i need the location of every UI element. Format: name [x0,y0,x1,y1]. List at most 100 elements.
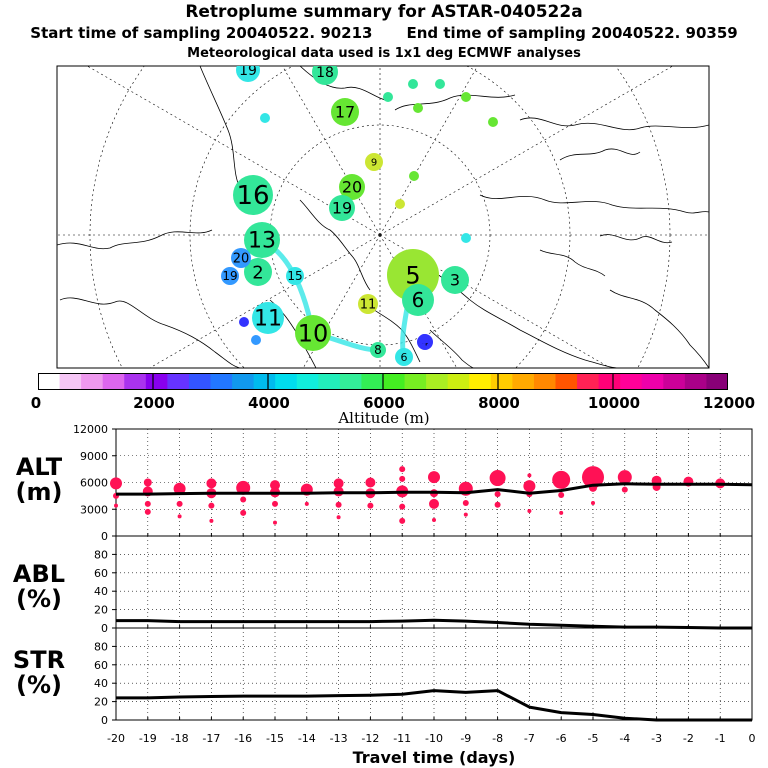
colorbar-swatch [663,373,686,390]
colorbar-swatch [318,373,341,390]
altitude-bubble [558,491,565,498]
colorbar-swatch [469,373,492,390]
x-tick-label: -12 [361,732,379,745]
plume-marker [383,92,393,102]
start-time-label: Start time of sampling 20040522. 90213 [30,24,373,42]
altitude-bubble [494,501,501,508]
y-tick-label: 0 [101,530,108,543]
colorbar-swatch [59,373,82,390]
plume-cluster-label: 11 [360,298,377,313]
altitude-bubble [367,502,374,509]
plume-cluster-dot [358,294,378,314]
colorbar-swatch [490,373,513,390]
colorbar-axis-title: Altitude (m) [338,409,430,427]
altitude-bubble [489,470,506,487]
altitude-bubble [621,486,628,493]
plume-marker [409,171,419,181]
map-coastlines [57,66,709,368]
altitude-bubble [432,517,436,522]
plume-cluster-label: 8 [374,343,382,357]
plume-cluster-dot [244,222,280,258]
plume-cluster-dot [252,302,284,334]
altitude-bubble [240,509,247,516]
alt-title: ALT [15,453,63,481]
y-tick-label: 60 [94,567,108,580]
x-tick-label: -13 [330,732,348,745]
plume-marker [461,233,471,243]
altitude-bubble [429,498,439,509]
altitude-bubble [527,473,532,478]
meridian-line [149,234,381,368]
colorbar-swatch [339,373,362,390]
str-title: STR [12,646,66,674]
x-tick-label: -1 [715,732,726,745]
altitude-bubble [399,503,406,510]
y-tick-label: 40 [94,585,108,598]
plume-marker [395,199,405,209]
abl-title: ABL [12,560,66,588]
plume-marker [408,79,418,89]
plume-cluster-label: 18 [316,65,334,81]
y-tick-label: 9000 [80,450,108,463]
altitude-bubble [240,496,247,503]
altitude-bubble [110,477,122,490]
altitude-bubble [399,475,406,482]
colorbar-tick-label: 6000 [363,394,405,412]
altitude-bubble [617,470,632,485]
colorbar-ticks: 0 2000 4000 6000 8000 10000 12000 [0,394,768,414]
plume-cluster-label: 13 [248,229,276,254]
y-tick-label: 40 [94,677,108,690]
colorbar-swatch [253,373,276,390]
plume-cluster-dot [233,175,273,215]
meridian-line [379,66,674,236]
altitude-bubble [428,471,440,484]
plume-cluster-label: 11 [254,307,282,332]
colorbar-swatch [684,373,707,390]
plume-cluster-label: 19 [222,269,237,283]
colorbar-tick-label: 2000 [133,394,175,412]
x-tick-label: -4 [619,732,630,745]
x-tick-label: -9 [460,732,471,745]
altitude-bubble [365,477,376,488]
altitude-bubble [143,478,152,487]
colorbar-swatch [426,373,449,390]
x-tick-label: -18 [171,732,189,745]
y-tick-label: 80 [94,548,108,561]
colorbar-swatch [641,373,664,390]
altitude-bubble [399,517,406,524]
plume-cluster-dot [295,315,331,351]
altitude-bubble [463,512,468,517]
colorbar-swatch [124,373,147,390]
meridian-line [302,234,381,368]
altitude-bubble [494,491,501,498]
altitude-bubble [273,520,277,525]
altitude-bubble [527,509,532,514]
colorbar-tick-label: 10000 [587,394,641,412]
y-tick-label: 20 [94,696,108,709]
plume-cluster-dot [312,66,338,85]
colorbar-swatch [145,373,168,390]
plume-cluster-label: 5 [405,261,420,289]
colorbar-swatch [512,373,535,390]
plume-cluster-label: 19 [239,63,257,79]
plume-cluster-dot [329,195,355,221]
altitude-bubble [335,501,342,508]
x-tick-label: -15 [266,732,284,745]
x-tick-label: -14 [298,732,316,745]
colorbar-tick-label: 12000 [702,394,756,412]
altitude-bubble [270,480,280,491]
altitude-bubble [144,508,151,515]
x-tick-label: -20 [107,732,125,745]
altitude-bubble [582,466,604,489]
colorbar-swatch [533,373,556,390]
plume-marker [419,334,429,344]
colorbar-swatch [210,373,233,390]
plume-cluster-label: 10 [298,319,329,347]
colorbar-swatch [38,373,61,390]
sampling-times: Start time of sampling 20040522. 90213 En… [0,24,768,42]
altitude-bubble [208,502,215,509]
plume-cluster-dot [402,284,434,316]
abl-panel-title: ABL (%) [10,562,68,612]
